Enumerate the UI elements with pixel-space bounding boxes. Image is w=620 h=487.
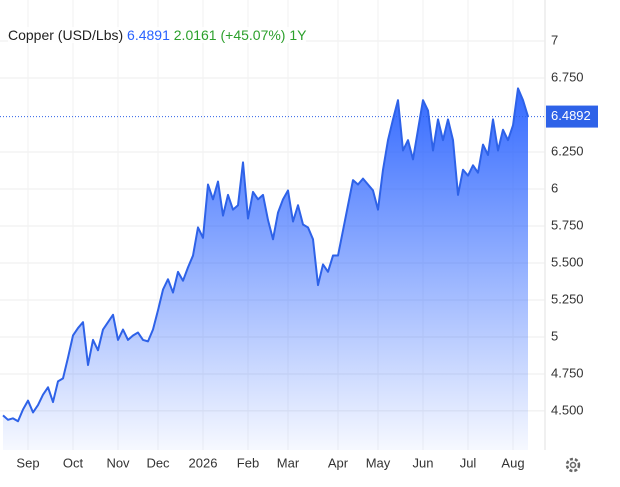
y-tick-label: 5.750: [551, 217, 584, 232]
change: 2.0161: [173, 27, 217, 43]
last-price-label: 6.4892: [551, 108, 591, 123]
y-tick-label: 4.500: [551, 402, 584, 417]
y-tick-label: 5: [551, 328, 558, 343]
y-tick-label: 5.500: [551, 254, 584, 269]
x-tick-label: 2026: [189, 455, 218, 470]
price-line: [2, 87, 529, 423]
x-tick-label: Jul: [460, 455, 477, 470]
period: 1Y: [289, 27, 307, 43]
y-tick-label: 4.750: [551, 365, 584, 380]
area-fill: [3, 88, 528, 450]
x-tick-label: Sep: [16, 455, 39, 470]
x-tick-label: Apr: [328, 455, 349, 470]
y-tick-label: 6: [551, 180, 558, 195]
x-tick-label: May: [366, 455, 391, 470]
y-tick-label: 5.250: [551, 291, 584, 306]
title: Copper (USD/Lbs): [8, 27, 124, 43]
x-tick-label: Nov: [106, 455, 130, 470]
y-tick-label: 6.750: [551, 69, 584, 84]
x-tick-label: Dec: [146, 455, 170, 470]
x-tick-label: Jun: [413, 455, 434, 470]
change-pct: (+45.07%): [220, 27, 286, 43]
header: Copper (USD/Lbs) 6.4891 2.0161 (+45.07%)…: [8, 27, 307, 43]
x-tick-label: Oct: [63, 455, 84, 470]
x-tick-label: Aug: [501, 455, 524, 470]
y-tick-label: 7: [551, 32, 558, 47]
y-tick-label: 6.250: [551, 143, 584, 158]
price: 6.4891: [127, 27, 170, 43]
settings-icon[interactable]: [565, 457, 581, 473]
last-price-badge: [546, 105, 598, 128]
x-tick-label: Mar: [277, 455, 300, 470]
x-tick-label: Feb: [237, 455, 259, 470]
